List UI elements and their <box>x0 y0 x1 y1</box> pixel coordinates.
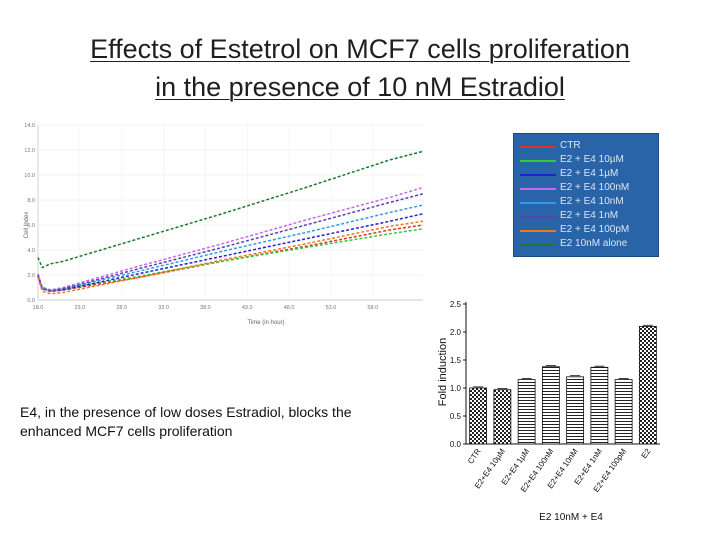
cell-index-line-chart: 0.0 2.0 4.0 6.0 8.0 10.0 12.0 14.0 18.0 23.0 28.0… <box>8 117 430 327</box>
y-tick-label: 8.0 <box>27 198 35 204</box>
series-line-4 <box>37 204 424 291</box>
x-tick-label: 23.0 <box>74 305 85 311</box>
legend-swatch <box>520 174 556 176</box>
legend-swatch <box>520 202 556 204</box>
series-line-6 <box>37 220 424 295</box>
series-line-5 <box>37 193 424 293</box>
legend-label: E2 + E4 10nM <box>560 196 624 207</box>
slide-title-line-2: in the presence of 10 nM Estradiol <box>155 72 565 102</box>
slide-title-line-1: Effects of Estetrol on MCF7 cells prolif… <box>90 34 630 64</box>
legend-swatch <box>520 160 556 162</box>
bar-x-axis-label: E2 10nM + E4 <box>539 512 603 523</box>
plot-background <box>8 117 430 327</box>
x-tick-label: 48.0 <box>284 305 295 311</box>
legend-swatch <box>520 146 556 148</box>
legend-label: E2 + E4 100nM <box>560 182 630 193</box>
legend-label: CTR <box>560 140 581 151</box>
y-axis-label: Cell Index <box>24 212 30 239</box>
bar <box>614 379 633 445</box>
x-tick-label: 38.0 <box>200 305 211 311</box>
bar-y-tick-label: 2.0 <box>450 328 462 337</box>
legend-label: E2 10nM alone <box>560 238 628 249</box>
y-tick-label: 6.0 <box>27 223 35 229</box>
bar-category-label: CTR <box>466 447 483 466</box>
bar <box>469 387 488 445</box>
y-tick-label: 12.0 <box>24 148 35 154</box>
legend-swatch <box>520 188 556 190</box>
bar <box>541 366 560 445</box>
legend-label: E2 + E4 10µM <box>560 154 624 165</box>
bar-y-tick-label: 1.0 <box>450 384 462 393</box>
y-tick-label: 10.0 <box>24 173 35 179</box>
bar <box>590 366 609 445</box>
x-tick-label: 33.0 <box>158 305 169 311</box>
bar-category-label: E2 <box>640 447 653 461</box>
x-tick-label: 28.0 <box>116 305 127 311</box>
legend-label: E2 + E4 1nM <box>560 210 619 221</box>
x-tick-label: 58.0 <box>367 305 378 311</box>
y-tick-label: 4.0 <box>27 248 35 254</box>
legend-swatch <box>520 216 556 218</box>
bar-y-tick-label: 1.5 <box>450 356 462 365</box>
y-tick-label: 0.0 <box>27 298 35 304</box>
bar-y-tick-label: 0.5 <box>450 412 462 421</box>
legend-label: E2 + E4 100pM <box>560 224 630 235</box>
legend-swatch <box>520 244 556 246</box>
bar <box>493 389 512 445</box>
bar-y-tick-label: 0.0 <box>450 440 462 449</box>
x-axis-label: Time (in hour) <box>247 320 284 326</box>
y-tick-label: 14.0 <box>24 123 35 129</box>
bar <box>638 326 657 445</box>
x-tick-label: 53.0 <box>326 305 337 311</box>
bar <box>566 376 585 445</box>
legend-swatch <box>520 230 556 232</box>
slide-caption: E4, in the presence of low doses Estradi… <box>20 404 352 439</box>
bar-y-tick-label: 2.5 <box>450 300 462 309</box>
y-tick-label: 2.0 <box>27 273 35 279</box>
legend-label: E2 + E4 1µM <box>560 168 619 179</box>
line-chart-legend: CTR E2 + E4 10µM E2 + E4 1µM E2 + E4 100nM E… <box>513 133 659 257</box>
x-tick-label: 18.0 <box>33 305 44 311</box>
bar <box>517 379 536 445</box>
bar-y-axis-label: Fold induction <box>437 338 449 407</box>
x-tick-label: 43.0 <box>242 305 253 311</box>
series-line-7 <box>37 150 424 269</box>
